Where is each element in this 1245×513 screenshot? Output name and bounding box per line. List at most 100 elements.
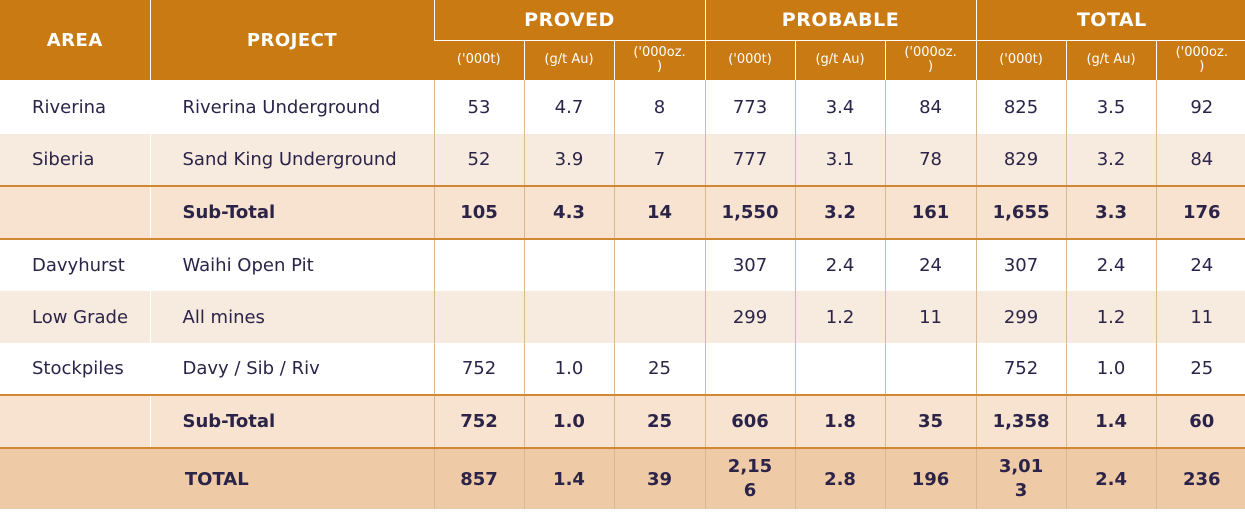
value-cell: 773 bbox=[704, 80, 796, 134]
value-cell: 2.4 bbox=[794, 238, 886, 291]
value-cell: 3.9 bbox=[523, 134, 614, 186]
value-cell: 196 bbox=[884, 447, 977, 509]
value-cell bbox=[613, 291, 706, 343]
value-cell bbox=[884, 343, 977, 395]
project-cell: All mines bbox=[149, 291, 434, 343]
value-cell: 1,655 bbox=[975, 185, 1067, 239]
value-cell: 25 bbox=[1155, 343, 1245, 395]
value-cell bbox=[613, 238, 706, 291]
value-cell: 11 bbox=[1155, 291, 1245, 343]
unit-header: (g/t Au) bbox=[794, 40, 886, 80]
value-cell bbox=[523, 238, 614, 291]
unit-header: ('000t) bbox=[975, 40, 1067, 80]
table-row: Riverina Riverina Underground 53 4.7 8 7… bbox=[0, 80, 1245, 134]
project-cell: Waihi Open Pit bbox=[149, 238, 434, 291]
project-cell: Riverina Underground bbox=[149, 80, 434, 134]
value-cell: 1,358 bbox=[975, 394, 1067, 448]
value-cell: 857 bbox=[433, 447, 524, 509]
project-cell: Davy / Sib / Riv bbox=[149, 343, 434, 395]
value-cell: 752 bbox=[433, 343, 524, 395]
value-cell: 14 bbox=[613, 185, 706, 239]
value-cell: 52 bbox=[433, 134, 524, 186]
table-row: Low Grade All mines 299 1.2 11 299 1.2 1… bbox=[0, 291, 1245, 343]
value-cell: 1.2 bbox=[1065, 291, 1157, 343]
value-cell: 4.7 bbox=[523, 80, 614, 134]
value-cell: 752 bbox=[433, 394, 524, 448]
area-cell: Low Grade bbox=[0, 291, 150, 343]
value-cell: 176 bbox=[1155, 185, 1245, 239]
value-cell: 8 bbox=[613, 80, 706, 134]
unit-header: ('000t) bbox=[704, 40, 796, 80]
value-cell: 307 bbox=[975, 238, 1067, 291]
value-cell: 1,550 bbox=[704, 185, 796, 239]
project-cell: Sand King Underground bbox=[149, 134, 434, 186]
value-cell: 299 bbox=[704, 291, 796, 343]
value-cell: 53 bbox=[433, 80, 524, 134]
value-cell: 35 bbox=[884, 394, 977, 448]
value-cell: 92 bbox=[1155, 80, 1245, 134]
value-cell: 2,15 6 bbox=[704, 447, 796, 509]
value-cell: 3.5 bbox=[1065, 80, 1157, 134]
value-cell: 307 bbox=[704, 238, 796, 291]
value-cell: 25 bbox=[613, 343, 706, 395]
subtotal-label: Sub-Total bbox=[149, 185, 434, 239]
value-cell: 11 bbox=[884, 291, 977, 343]
area-cell bbox=[0, 394, 150, 448]
value-cell: 236 bbox=[1155, 447, 1245, 509]
value-cell: 3,01 3 bbox=[975, 447, 1067, 509]
unit-header: ('000oz. ) bbox=[884, 40, 977, 80]
header-proved: PROVED bbox=[433, 0, 706, 41]
value-cell: 1.2 bbox=[794, 291, 886, 343]
unit-header: ('000oz. ) bbox=[1155, 40, 1245, 80]
value-cell: 1.0 bbox=[523, 394, 614, 448]
value-cell bbox=[523, 291, 614, 343]
value-cell: 1.0 bbox=[1065, 343, 1157, 395]
value-cell: 78 bbox=[884, 134, 977, 186]
subtotal-label: Sub-Total bbox=[149, 394, 434, 448]
table-row: Stockpiles Davy / Sib / Riv 752 1.0 25 7… bbox=[0, 343, 1245, 395]
value-cell: 829 bbox=[975, 134, 1067, 186]
header-total: TOTAL bbox=[975, 0, 1245, 41]
value-cell: 24 bbox=[884, 238, 977, 291]
value-cell bbox=[794, 343, 886, 395]
header-area: AREA bbox=[0, 0, 150, 80]
unit-header: ('000t) bbox=[434, 40, 524, 80]
unit-header: ('000oz. ) bbox=[613, 40, 706, 80]
value-cell: 84 bbox=[1155, 134, 1245, 186]
area-cell: Siberia bbox=[0, 134, 150, 186]
area-cell bbox=[0, 185, 150, 239]
total-row: TOTAL 857 1.4 39 2,15 6 2.8 196 3,01 3 2… bbox=[0, 447, 1245, 509]
subtotal-row: Sub-Total 105 4.3 14 1,550 3.2 161 1,655… bbox=[0, 185, 1245, 239]
value-cell: 3.2 bbox=[794, 185, 886, 239]
value-cell bbox=[433, 291, 524, 343]
value-cell: 606 bbox=[704, 394, 796, 448]
value-cell: 84 bbox=[884, 80, 977, 134]
area-cell: Riverina bbox=[0, 80, 150, 134]
value-cell: 39 bbox=[613, 447, 706, 509]
value-cell: 60 bbox=[1155, 394, 1245, 448]
value-cell: 7 bbox=[613, 134, 706, 186]
area-cell: Stockpiles bbox=[0, 343, 150, 395]
header-probable: PROBABLE bbox=[704, 0, 977, 41]
value-cell: 2.8 bbox=[794, 447, 886, 509]
value-cell: 777 bbox=[704, 134, 796, 186]
unit-header: (g/t Au) bbox=[523, 40, 614, 80]
value-cell: 752 bbox=[975, 343, 1067, 395]
value-cell: 1.4 bbox=[1065, 394, 1157, 448]
value-cell: 3.4 bbox=[794, 80, 886, 134]
value-cell: 1.8 bbox=[794, 394, 886, 448]
table-row: Davyhurst Waihi Open Pit 307 2.4 24 307 … bbox=[0, 238, 1245, 291]
value-cell: 1.4 bbox=[523, 447, 614, 509]
table-row: Siberia Sand King Underground 52 3.9 7 7… bbox=[0, 134, 1245, 186]
total-label: TOTAL bbox=[0, 447, 434, 509]
value-cell: 2.4 bbox=[1065, 447, 1157, 509]
value-cell: 2.4 bbox=[1065, 238, 1157, 291]
value-cell: 825 bbox=[975, 80, 1067, 134]
value-cell: 24 bbox=[1155, 238, 1245, 291]
value-cell: 299 bbox=[975, 291, 1067, 343]
value-cell: 105 bbox=[433, 185, 524, 239]
value-cell: 3.3 bbox=[1065, 185, 1157, 239]
value-cell bbox=[433, 238, 524, 291]
value-cell bbox=[704, 343, 796, 395]
